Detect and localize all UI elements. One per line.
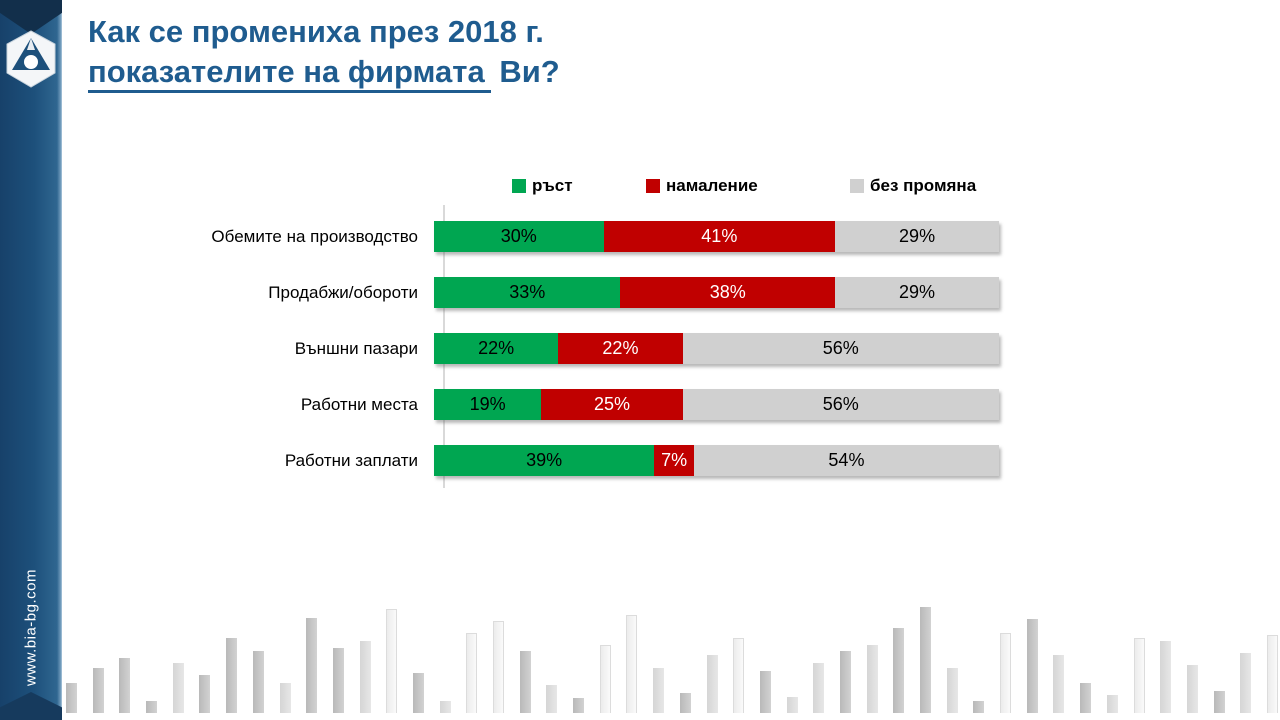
decorative-bar	[626, 615, 638, 713]
decorative-bar	[733, 638, 745, 713]
bar-segment: 38%	[620, 277, 836, 308]
decorative-bar	[1080, 683, 1092, 713]
category-label: Обемите на производство	[211, 226, 418, 246]
stacked-bar: 30% 41% 29%	[434, 221, 999, 252]
decorative-bar	[226, 638, 238, 713]
bar-segment: 30%	[434, 221, 604, 252]
chart-legend: ръст намаление без промяна	[446, 176, 1011, 196]
decorative-bar	[1026, 619, 1038, 713]
decorative-bar	[439, 701, 451, 713]
bar-segment: 41%	[603, 221, 836, 252]
category-label: Външни пазари	[294, 338, 418, 358]
bar-segment: 56%	[682, 389, 999, 420]
decorative-bar	[1133, 638, 1145, 713]
decorative-bar	[813, 663, 825, 713]
bar-segment: 56%	[682, 333, 999, 364]
decorative-bar	[1106, 695, 1118, 713]
decorative-bar	[332, 648, 344, 713]
category-label: Работни места	[300, 394, 418, 414]
decorative-skyline	[66, 601, 1278, 713]
decorative-bar	[866, 645, 878, 713]
legend-label-nochange: без промяна	[870, 176, 977, 195]
legend-label-growth: ръст	[532, 176, 573, 195]
category-label: Продабжи/обороти	[268, 282, 418, 302]
decorative-bar	[359, 641, 371, 713]
stacked-bar-chart: Обемите на производство 30% 41% 29% Продабжи…	[0, 221, 1013, 476]
decorative-bar	[946, 668, 958, 713]
decorative-bar	[679, 693, 691, 713]
bar-segment: 29%	[835, 277, 999, 308]
bar-segment: 54%	[693, 445, 999, 476]
decorative-bar	[920, 607, 931, 713]
chart-row: Външни пазари 22% 22% 56%	[0, 333, 1013, 364]
bar-segment: 39%	[434, 445, 655, 476]
decorative-bar	[493, 621, 504, 713]
decorative-bar	[199, 675, 211, 713]
slide-title-underlined-part: показателите на фирмата	[88, 54, 491, 93]
bar-segment: 29%	[835, 221, 999, 252]
stacked-bar: 19% 25% 56%	[434, 389, 999, 420]
chart-row: Продабжи/обороти 33% 38% 29%	[0, 277, 1013, 308]
decorative-bar	[653, 668, 665, 713]
decorative-bar	[119, 658, 131, 713]
decorative-bar	[66, 683, 77, 713]
decorative-bar	[146, 701, 158, 713]
slide-title-rest: Ви?	[499, 54, 560, 89]
decorative-bar	[1053, 655, 1065, 713]
decorative-bar	[1240, 653, 1252, 713]
legend-item-nochange: без промяна	[850, 176, 976, 196]
decorative-bar	[1000, 633, 1012, 713]
chart-row: Обемите на производство 30% 41% 29%	[0, 221, 1013, 252]
legend-swatch-red	[646, 179, 660, 193]
decorative-bar	[599, 645, 611, 713]
bia-logo-icon	[5, 30, 57, 88]
legend-item-growth: ръст	[512, 176, 573, 196]
decorative-bar	[1266, 635, 1278, 713]
decorative-bar	[252, 651, 264, 713]
legend-swatch-green	[512, 179, 526, 193]
sidebar-bottom-chevron	[0, 692, 62, 720]
decorative-bar	[759, 671, 771, 713]
stacked-bar: 39% 7% 54%	[434, 445, 999, 476]
decorative-bar	[92, 668, 104, 713]
decorative-bar	[279, 683, 291, 713]
decorative-bar	[306, 618, 318, 713]
bar-segment: 25%	[541, 389, 683, 420]
bar-segment: 19%	[434, 389, 542, 420]
decorative-bar	[786, 697, 798, 713]
stacked-bar: 33% 38% 29%	[434, 277, 999, 308]
legend-item-decrease: намаление	[646, 176, 758, 196]
decorative-bar	[706, 655, 718, 713]
decorative-bar	[172, 663, 184, 713]
chart-row: Работни заплати 39% 7% 54%	[0, 445, 1013, 476]
decorative-bar	[893, 628, 905, 713]
decorative-bar	[1186, 665, 1198, 713]
decorative-bar	[1160, 641, 1172, 713]
brand-sidebar: www.bia-bg.com	[0, 0, 62, 720]
decorative-bar	[546, 685, 558, 713]
stacked-bar: 22% 22% 56%	[434, 333, 999, 364]
decorative-bar	[1213, 691, 1225, 713]
decorative-bar	[973, 701, 985, 713]
legend-label-decrease: намаление	[666, 176, 758, 195]
decorative-bar	[573, 698, 585, 713]
bar-segment: 22%	[434, 333, 559, 364]
decorative-bar	[412, 673, 424, 713]
decorative-bar	[466, 633, 478, 713]
sidebar-top-chevron	[0, 0, 62, 34]
chart-row: Работни места 19% 25% 56%	[0, 389, 1013, 420]
slide-title-line2: показателите на фирмата Ви?	[88, 52, 560, 93]
bar-segment: 22%	[558, 333, 683, 364]
slide-title: Как се промениха през 2018 г. показатели…	[88, 12, 560, 93]
sidebar-url-text: www.bia-bg.com	[22, 568, 40, 686]
bar-segment: 33%	[434, 277, 621, 308]
decorative-bar	[519, 651, 531, 713]
category-label: Работни заплати	[284, 450, 418, 470]
decorative-bar	[839, 651, 851, 713]
decorative-bar	[386, 609, 398, 713]
bar-segment: 7%	[654, 445, 694, 476]
slide-title-line1: Как се промениха през 2018 г.	[88, 14, 544, 49]
legend-swatch-gray	[850, 179, 864, 193]
